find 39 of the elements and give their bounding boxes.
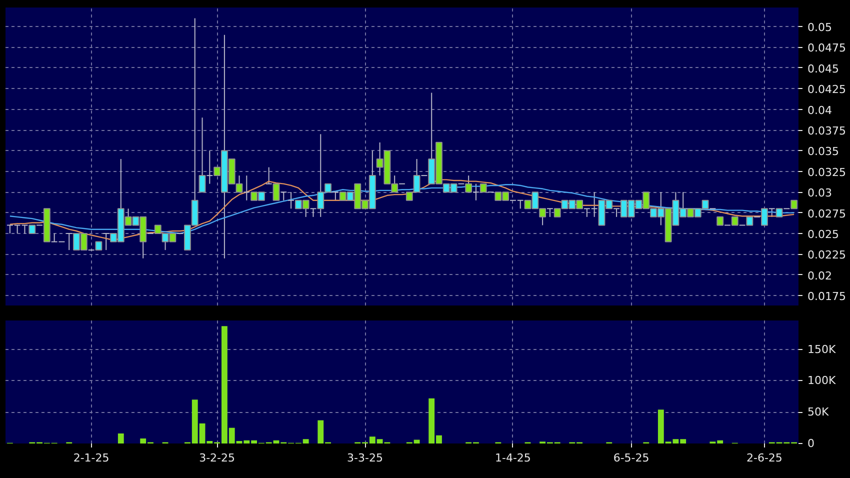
y-tick-label: 0.02 [808, 269, 832, 282]
y-tick-label: 50K [808, 406, 830, 419]
y-tick-label: 0.025 [808, 228, 839, 241]
y-tick-label: 0.0425 [808, 83, 846, 96]
y-tick-label: 0.04 [808, 104, 832, 117]
candlestick [613, 208, 620, 218]
candlestick [761, 208, 768, 226]
bar [118, 433, 124, 444]
y-tick-label: 0.035 [808, 145, 839, 158]
candlestick [280, 192, 288, 201]
x-tick-label: 3-2-25 [199, 452, 236, 464]
candlestick [332, 192, 339, 201]
x-tick-label: 2-6-25 [746, 452, 782, 464]
candlestick [546, 208, 554, 218]
candlestick [206, 150, 214, 184]
candlestick [310, 208, 317, 218]
y-tick-label: 0.045 [808, 62, 839, 76]
y-tick-label: 0.0225 [808, 248, 846, 262]
y-tick-label: 0.05 [808, 21, 832, 34]
candlestick [66, 232, 73, 251]
candlestick [288, 192, 294, 210]
x-tick-label: 2-1-25 [73, 452, 110, 464]
y-tick-label: 0.0175 [808, 290, 846, 304]
y-tick-label: 0.0275 [808, 207, 846, 220]
y-tick-label: 0.0475 [808, 42, 846, 55]
x-tick-label: 3-3-25 [347, 452, 383, 464]
y-tick-label: 0 [808, 437, 814, 450]
y-tick-label: 100K [808, 374, 836, 388]
y-tick-label: 0.0375 [808, 124, 846, 138]
y-tick-label: 0.03 [808, 186, 832, 200]
y-tick-label: 150K [808, 342, 836, 356]
y-tick-label: 0.0325 [808, 166, 846, 179]
candlestick [272, 183, 280, 201]
candlestick [243, 175, 250, 201]
x-tick-label: 6-5-25 [613, 452, 650, 464]
candlestick [102, 232, 110, 251]
candlestick [265, 166, 272, 184]
x-tick-label: 1-4-25 [494, 452, 531, 464]
candlestick [472, 183, 480, 201]
